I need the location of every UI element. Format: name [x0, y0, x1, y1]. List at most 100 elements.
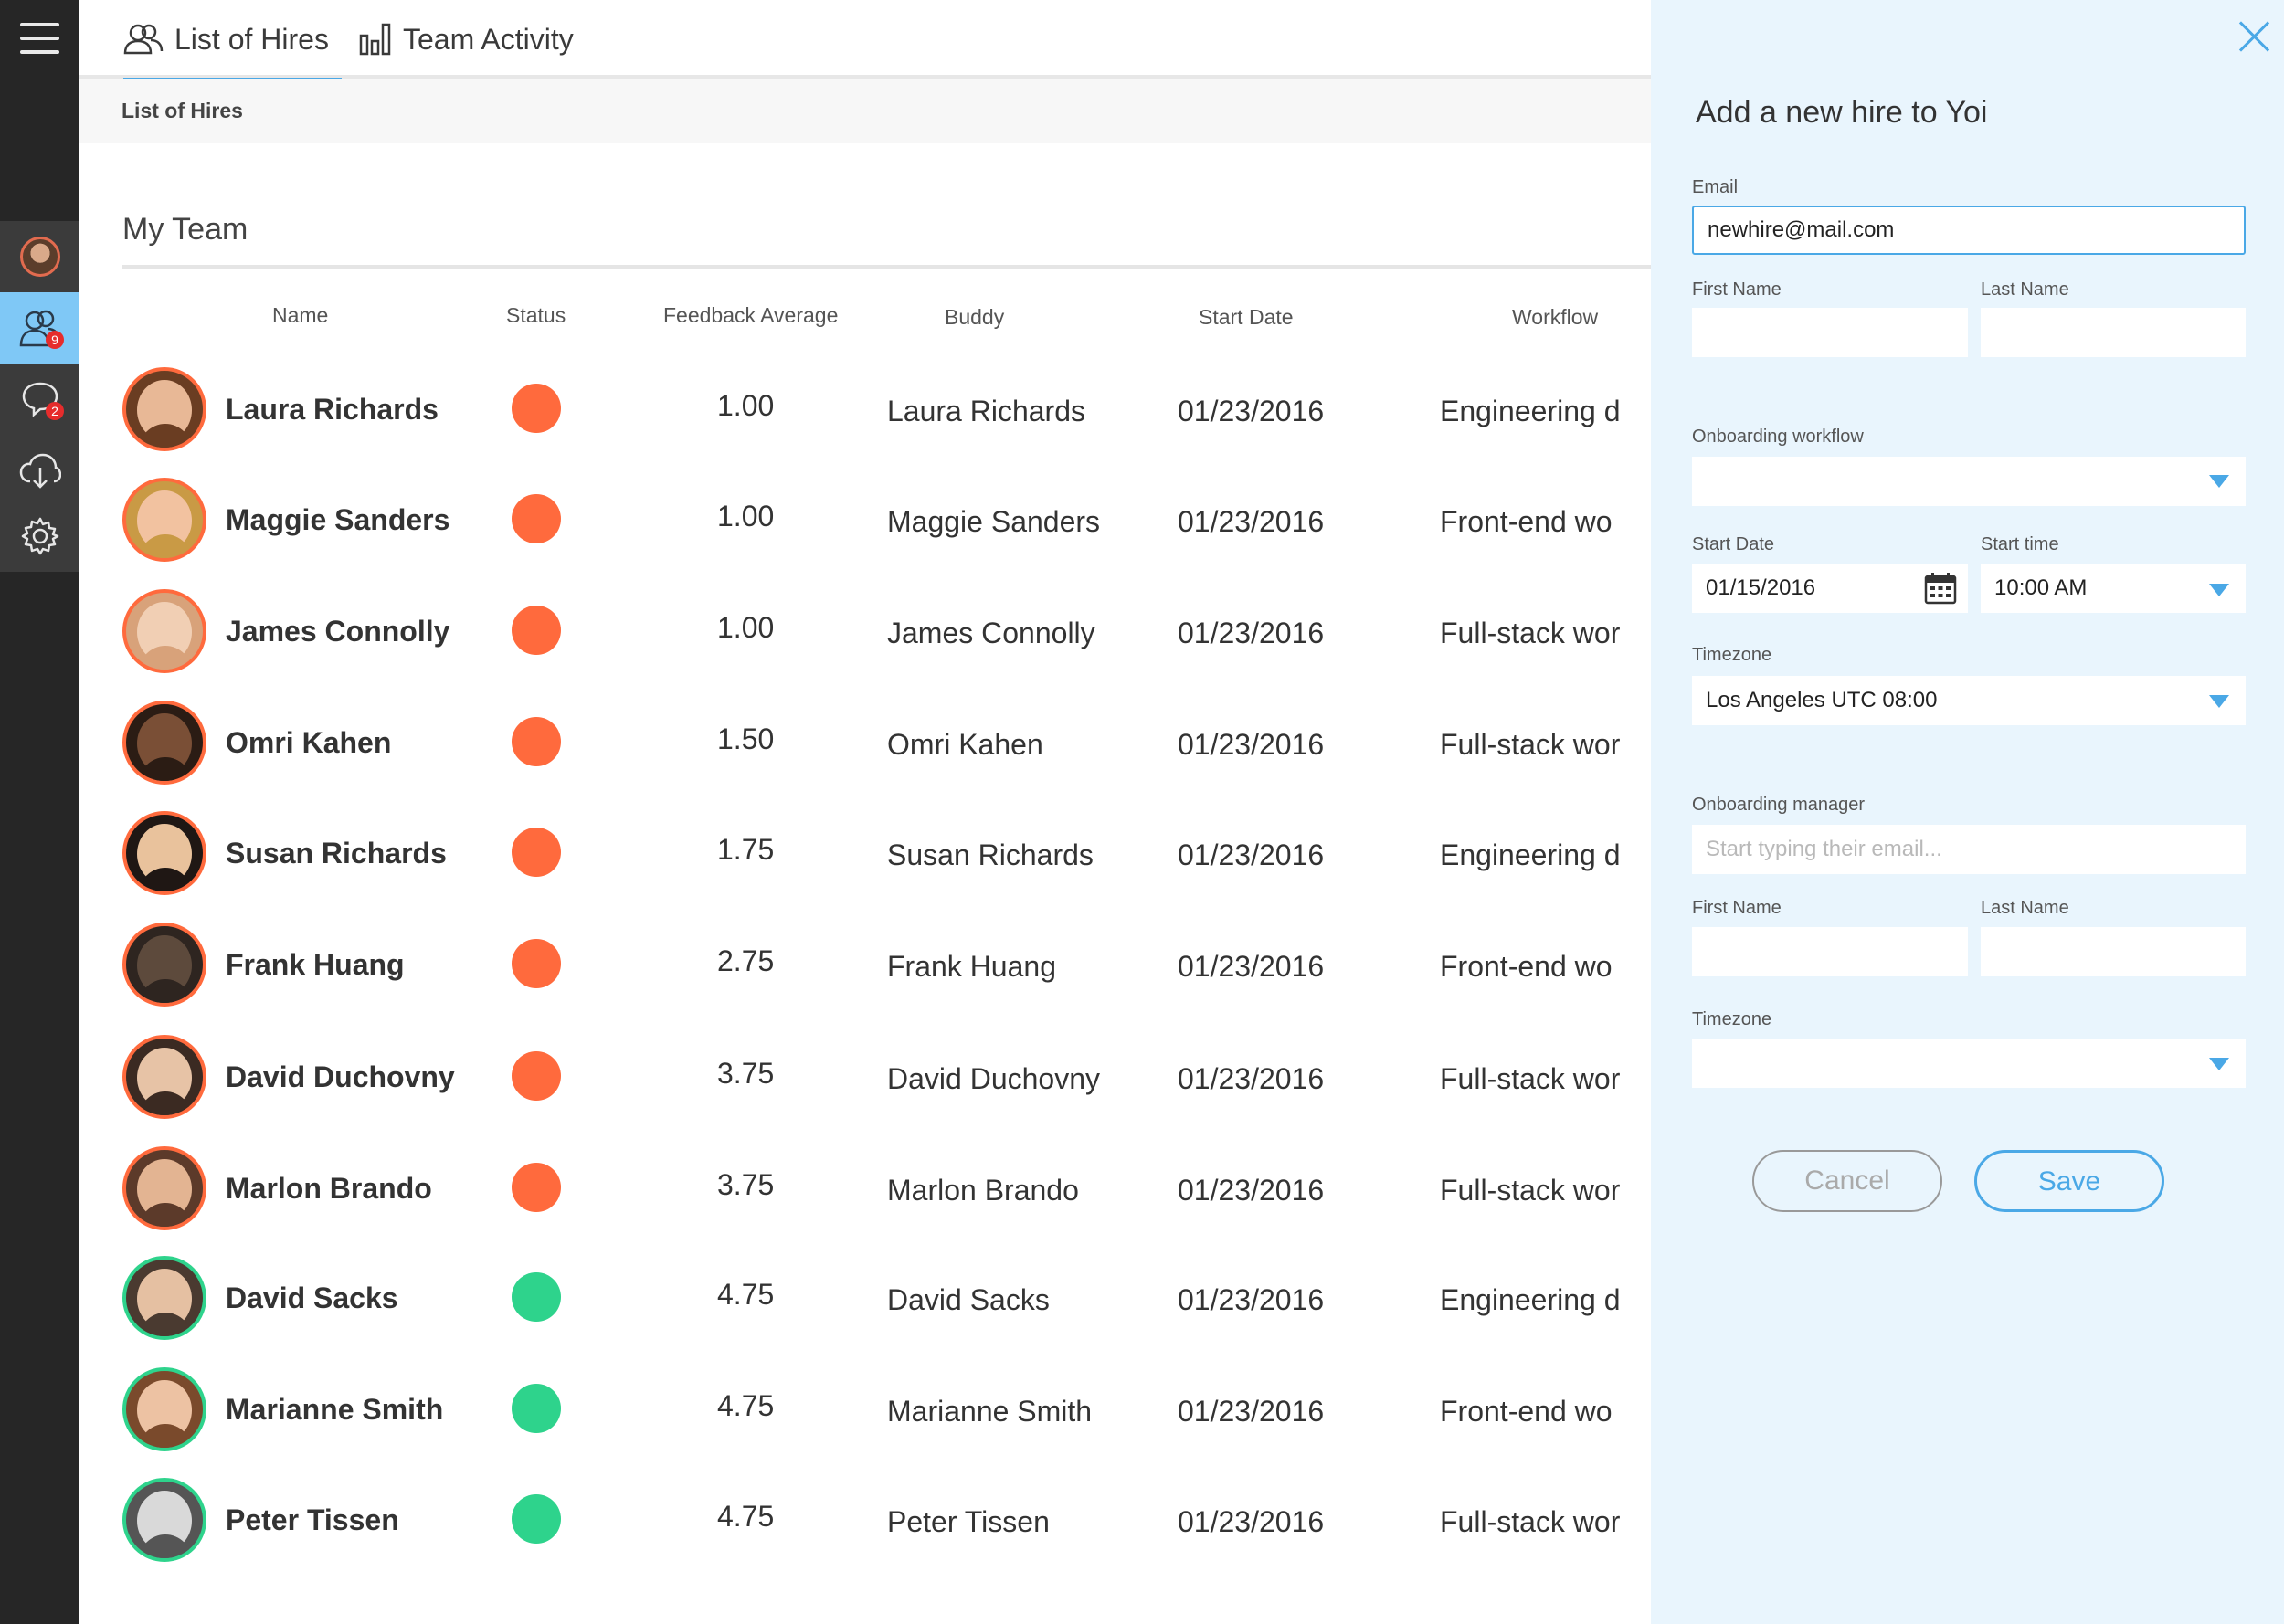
manager-first-name-field[interactable] — [1692, 927, 1968, 976]
hire-name[interactable]: David Sacks — [226, 1281, 398, 1314]
cancel-button[interactable]: Cancel — [1752, 1150, 1942, 1212]
feedback-average: 1.75 — [717, 833, 775, 866]
buddy-name: Marlon Brando — [887, 1174, 1079, 1207]
hire-name[interactable]: Marlon Brando — [226, 1172, 432, 1205]
table-row[interactable]: Susan Richards 1.75 Susan Richards 01/23/20… — [122, 811, 1651, 923]
avatar[interactable] — [122, 478, 206, 562]
workflow-label: Onboarding workflow — [1692, 427, 1864, 447]
last-name-label: Last Name — [1981, 279, 2069, 300]
status-dot — [512, 1494, 561, 1544]
close-icon[interactable] — [2237, 20, 2270, 53]
save-button[interactable]: Save — [1974, 1150, 2164, 1212]
hire-name[interactable]: Frank Huang — [226, 948, 405, 981]
buddy-name: Maggie Sanders — [887, 505, 1101, 538]
table-row[interactable]: David Sacks 4.75 David Sacks 01/23/2016 Engi… — [122, 1256, 1651, 1367]
hire-name[interactable]: David Duchovny — [226, 1060, 455, 1093]
rail-item-chat[interactable]: 2 — [0, 364, 79, 435]
start-date: 01/23/2016 — [1178, 1395, 1325, 1428]
rail-item-download[interactable] — [0, 435, 79, 506]
avatar[interactable] — [122, 701, 206, 785]
email-field[interactable]: newhire@mail.com — [1692, 206, 2246, 255]
timezone-select[interactable]: Los Angeles UTC 08:00 — [1692, 676, 2246, 725]
column-header-name[interactable]: Name — [272, 303, 329, 327]
feedback-average: 1.00 — [717, 389, 775, 422]
manager-timezone-label: Timezone — [1692, 1009, 1772, 1029]
column-header-status[interactable]: Status — [506, 303, 566, 327]
avatar[interactable] — [122, 811, 206, 895]
panel-title: Add a new hire to Yoi — [1696, 95, 1988, 130]
workflow-name: Engineering d — [1440, 395, 1621, 427]
status-dot — [512, 1051, 561, 1101]
workflow-name: Full-stack wor — [1440, 1062, 1621, 1095]
hire-name[interactable]: Maggie Sanders — [226, 503, 450, 536]
tab-team-activity[interactable]: Team Activity — [359, 0, 574, 79]
workflow-select[interactable] — [1692, 457, 2246, 506]
table-row[interactable]: Omri Kahen 1.50 Omri Kahen 01/23/2016 Full-s… — [122, 701, 1651, 812]
hire-name[interactable]: Laura Richards — [226, 393, 439, 426]
table-row[interactable]: James Connolly 1.00 James Connolly 01/23/20… — [122, 589, 1651, 701]
tab-list-of-hires-label: List of Hires — [174, 22, 329, 56]
chat-badge: 2 — [46, 402, 64, 420]
hire-name[interactable]: Susan Richards — [226, 837, 447, 870]
breadcrumb: List of Hires — [79, 79, 1651, 143]
last-name-field[interactable] — [1981, 308, 2246, 357]
avatar[interactable] — [122, 1478, 206, 1562]
column-header-buddy[interactable]: Buddy — [945, 305, 1005, 329]
rail-item-settings[interactable] — [0, 501, 79, 572]
start-date: 01/23/2016 — [1178, 838, 1325, 871]
hire-name[interactable]: Marianne Smith — [226, 1393, 444, 1426]
avatar[interactable] — [122, 1367, 206, 1451]
feedback-average: 3.75 — [717, 1057, 775, 1090]
hire-name[interactable]: Omri Kahen — [226, 726, 392, 759]
hire-name[interactable]: James Connolly — [226, 615, 450, 648]
avatar[interactable] — [122, 367, 206, 451]
table-row[interactable]: Peter Tissen 4.75 Peter Tissen 01/23/2016 Fu… — [122, 1478, 1651, 1589]
table-row[interactable]: Marlon Brando 3.75 Marlon Brando 01/23/2016… — [122, 1146, 1651, 1258]
column-header-feedback[interactable]: Feedback Average — [663, 303, 839, 327]
table-row[interactable]: David Duchovny 3.75 David Duchovny 01/23/20… — [122, 1035, 1651, 1146]
hamburger-menu-icon[interactable] — [0, 0, 79, 77]
left-rail: 9 2 — [0, 0, 79, 1624]
section-divider — [122, 265, 1651, 269]
status-dot — [512, 494, 561, 543]
table-row[interactable]: Frank Huang 2.75 Frank Huang 01/23/2016 Fron… — [122, 923, 1651, 1034]
rail-profile[interactable] — [0, 221, 79, 292]
avatar[interactable] — [122, 1146, 206, 1230]
table-row[interactable]: Marianne Smith 4.75 Marianne Smith 01/23/20… — [122, 1367, 1651, 1479]
section-title: My Team — [122, 212, 248, 247]
bar-chart-icon — [359, 23, 391, 56]
workflow-name: Front-end wo — [1440, 1395, 1613, 1428]
manager-timezone-chevron-down-icon[interactable] — [2209, 1058, 2229, 1070]
avatar[interactable] — [122, 1256, 206, 1340]
status-dot — [512, 606, 561, 655]
feedback-average: 4.75 — [717, 1278, 775, 1311]
rail-item-team[interactable]: 9 — [0, 292, 79, 364]
team-badge: 9 — [46, 331, 64, 349]
avatar[interactable] — [122, 1035, 206, 1119]
start-time-chevron-down-icon[interactable] — [2209, 584, 2229, 596]
tab-list-of-hires[interactable]: List of Hires — [123, 0, 342, 82]
buddy-name: Frank Huang — [887, 950, 1056, 983]
start-date: 01/23/2016 — [1178, 1062, 1325, 1095]
manager-timezone-select[interactable] — [1692, 1039, 2246, 1088]
avatar[interactable] — [122, 923, 206, 1007]
manager-last-name-field[interactable] — [1981, 927, 2246, 976]
avatar[interactable] — [122, 589, 206, 673]
chat-icon — [22, 382, 58, 417]
feedback-average: 4.75 — [717, 1389, 775, 1422]
hire-name[interactable]: Peter Tissen — [226, 1503, 399, 1536]
table-row[interactable]: Laura Richards 1.00 Laura Richards 01/23/20… — [122, 367, 1651, 479]
first-name-field[interactable] — [1692, 308, 1968, 357]
start-date: 01/23/2016 — [1178, 1505, 1325, 1538]
column-header-workflow[interactable]: Workflow — [1512, 305, 1599, 329]
timezone-chevron-down-icon[interactable] — [2209, 695, 2229, 708]
workflow-chevron-down-icon[interactable] — [2209, 475, 2229, 488]
buddy-name: Laura Richards — [887, 395, 1085, 427]
manager-email-input[interactable]: Start typing their email... — [1692, 825, 2246, 874]
start-time-select[interactable]: 10:00 AM — [1981, 564, 2246, 613]
calendar-icon[interactable] — [1924, 572, 1957, 605]
column-header-start-date[interactable]: Start Date — [1199, 305, 1294, 329]
table-row[interactable]: Maggie Sanders 1.00 Maggie Sanders 01/23/20… — [122, 478, 1651, 589]
start-date-field[interactable]: 01/15/2016 — [1692, 564, 1968, 613]
first-name-label: First Name — [1692, 279, 1782, 300]
